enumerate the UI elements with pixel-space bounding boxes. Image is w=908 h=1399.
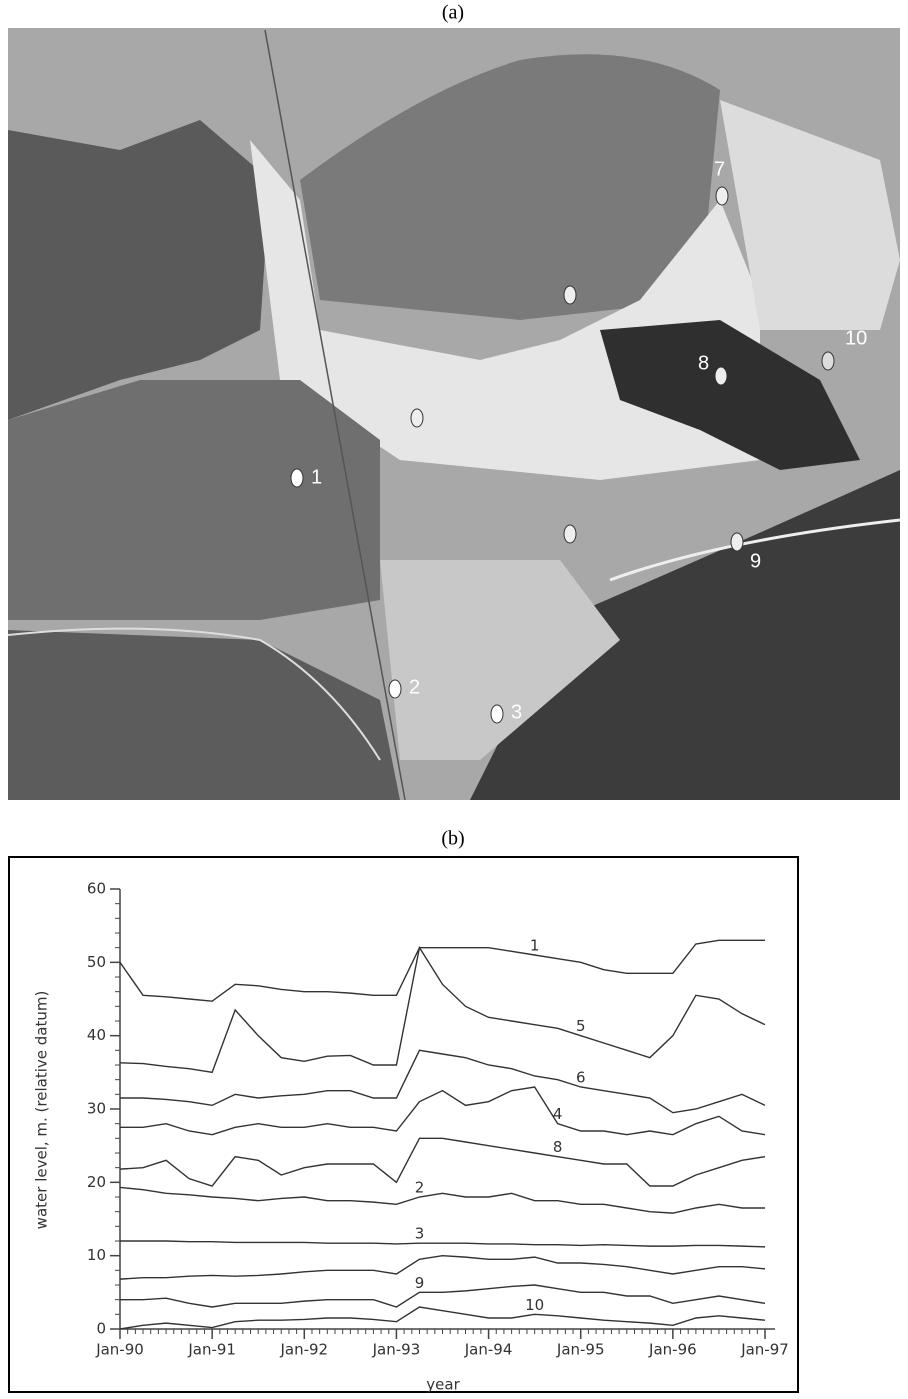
- series-line: [119, 1137, 766, 1187]
- well-label: 1: [311, 466, 322, 488]
- series-label: 8: [553, 1138, 563, 1156]
- caption-b: (b): [441, 828, 464, 850]
- well-label: 8: [698, 352, 709, 374]
- series-label: 5: [576, 1017, 586, 1035]
- chart-frame: [8, 856, 799, 1393]
- x-tick-label: Jan-97: [740, 1341, 789, 1359]
- series-label: 2: [415, 1179, 425, 1197]
- series-label: 1: [530, 937, 540, 955]
- y-axis-label: water level, m. (relative datum): [33, 991, 51, 1230]
- y-tick-label: 40: [87, 1026, 106, 1044]
- y-tick-label: 30: [87, 1100, 106, 1118]
- series-line: [119, 945, 766, 1074]
- series-line: [120, 1240, 766, 1248]
- x-axis-label: year: [426, 1376, 460, 1394]
- well-label: 9: [750, 550, 761, 572]
- series-line: [119, 1254, 766, 1280]
- y-tick-label: 60: [87, 880, 106, 898]
- x-tick-label: Jan-92: [279, 1341, 328, 1359]
- well-label: 2: [409, 676, 420, 698]
- x-tick-label: Jan-96: [648, 1341, 697, 1359]
- satellite-image: 1 2 3 7 8 9 10: [7, 28, 901, 801]
- series-line: [119, 1186, 765, 1214]
- caption-a: (a): [442, 2, 464, 24]
- x-tick-label: Jan-93: [372, 1341, 421, 1359]
- well-label: 7: [714, 158, 725, 180]
- y-tick-label: 0: [96, 1320, 106, 1338]
- series-line: [120, 1049, 766, 1114]
- well-label: 10: [845, 327, 867, 349]
- y-tick-label: 10: [87, 1246, 106, 1264]
- series-line: [120, 1086, 766, 1136]
- series-label: 3: [415, 1225, 425, 1243]
- series-line: [120, 1284, 766, 1308]
- series-label: 9: [415, 1274, 425, 1292]
- x-tick-label: Jan-90: [95, 1341, 144, 1359]
- y-tick-label: 50: [87, 953, 106, 971]
- well-label: 3: [511, 701, 522, 723]
- series-label: 6: [576, 1069, 586, 1087]
- series-line: [119, 939, 765, 1002]
- x-tick-label: Jan-94: [464, 1341, 513, 1359]
- series-label: 10: [525, 1296, 544, 1314]
- x-tick-label: Jan-95: [556, 1341, 605, 1359]
- series-label: 4: [553, 1105, 563, 1123]
- y-tick-label: 20: [87, 1173, 106, 1191]
- x-tick-label: Jan-91: [187, 1341, 236, 1359]
- series-line: [119, 1306, 766, 1330]
